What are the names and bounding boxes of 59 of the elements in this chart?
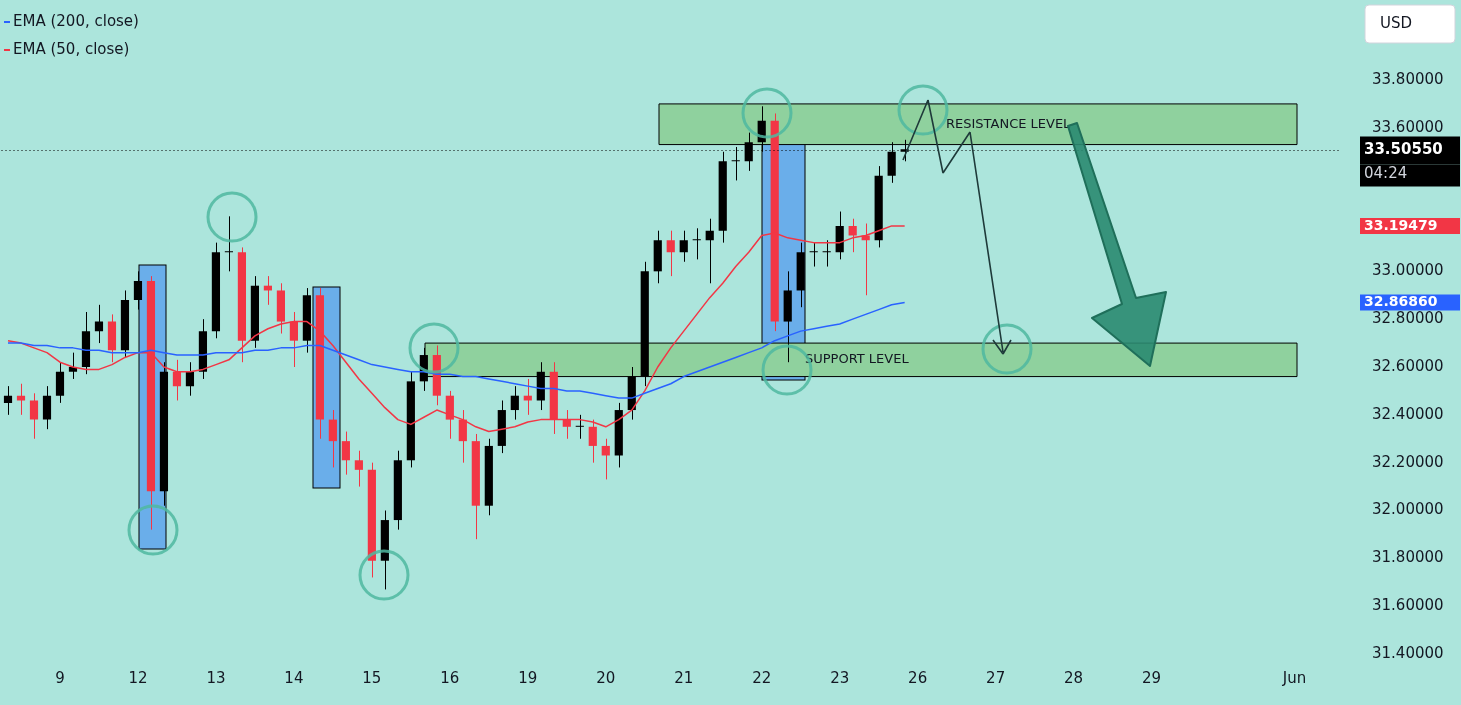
y-tick-label: 31.40000 — [1372, 643, 1444, 662]
text: 04:24 — [1364, 164, 1408, 183]
y-tick-label: 32.40000 — [1372, 404, 1444, 423]
candlestick — [354, 450, 363, 488]
candlestick — [94, 304, 104, 344]
candlestick — [185, 361, 195, 397]
candlestick — [705, 218, 714, 284]
x-tick-label: 23 — [830, 668, 850, 687]
candlestick — [809, 242, 818, 268]
x-tick-label: 13 — [206, 668, 226, 687]
candlestick — [224, 215, 234, 272]
candlestick — [42, 385, 52, 430]
candlestick — [679, 230, 688, 263]
candlestick — [601, 438, 610, 480]
text: 33.19479 — [1364, 216, 1438, 233]
x-tick-label: 26 — [908, 668, 928, 687]
x-tick-label: 14 — [284, 668, 304, 687]
y-tick-label: 32.80000 — [1372, 309, 1444, 328]
legend-label: EMA (200, close) — [13, 11, 139, 30]
candlestick — [172, 359, 182, 401]
candlestick — [328, 409, 337, 468]
ref-line-label: 33.50550 — [1364, 140, 1443, 159]
x-tick-label: 20 — [596, 668, 616, 687]
x-tick-label: 9 — [55, 668, 65, 687]
candlestick — [575, 414, 584, 440]
x-tick-label: 22 — [752, 668, 772, 687]
candlestick — [68, 352, 78, 380]
y-tick-label: 31.60000 — [1372, 596, 1444, 615]
y-tick-label: 33.80000 — [1372, 69, 1444, 88]
y-tick-label: 32.00000 — [1372, 500, 1444, 519]
x-tick-label: 27 — [986, 668, 1006, 687]
x-tick-label: Jun — [1281, 668, 1307, 687]
candlestick — [133, 270, 143, 311]
text: USD — [1380, 13, 1413, 32]
x-tick-label: 21 — [674, 668, 694, 687]
band-label: RESISTANCE LEVEL — [946, 115, 1072, 131]
y-tick-label: 31.80000 — [1372, 548, 1444, 567]
candlestick — [3, 385, 13, 416]
y-tick-label: 33.00000 — [1372, 261, 1444, 280]
x-tick-label: 15 — [362, 668, 382, 687]
candlestick — [341, 431, 350, 476]
candlestick — [29, 392, 39, 440]
band-label: SUPPORT LEVEL — [805, 351, 910, 367]
y-tick-label: 32.20000 — [1372, 452, 1444, 471]
y-tick-label: 32.60000 — [1372, 356, 1444, 375]
candlestick — [510, 385, 519, 421]
x-tick-label: 12 — [128, 668, 148, 687]
candlestick — [666, 230, 675, 277]
x-tick-label: 19 — [518, 668, 538, 687]
candlestick — [55, 361, 65, 404]
candlestick — [822, 239, 831, 268]
legend-label: EMA (50, close) — [13, 39, 130, 58]
x-tick-label: 16 — [440, 668, 460, 687]
x-tick-label: 28 — [1064, 668, 1084, 687]
candlestick — [692, 227, 701, 260]
x-tick-label: 29 — [1142, 668, 1162, 687]
candlestick — [289, 311, 298, 368]
y-tick-label: 33.60000 — [1372, 117, 1444, 136]
text: 32.86860 — [1364, 293, 1438, 310]
